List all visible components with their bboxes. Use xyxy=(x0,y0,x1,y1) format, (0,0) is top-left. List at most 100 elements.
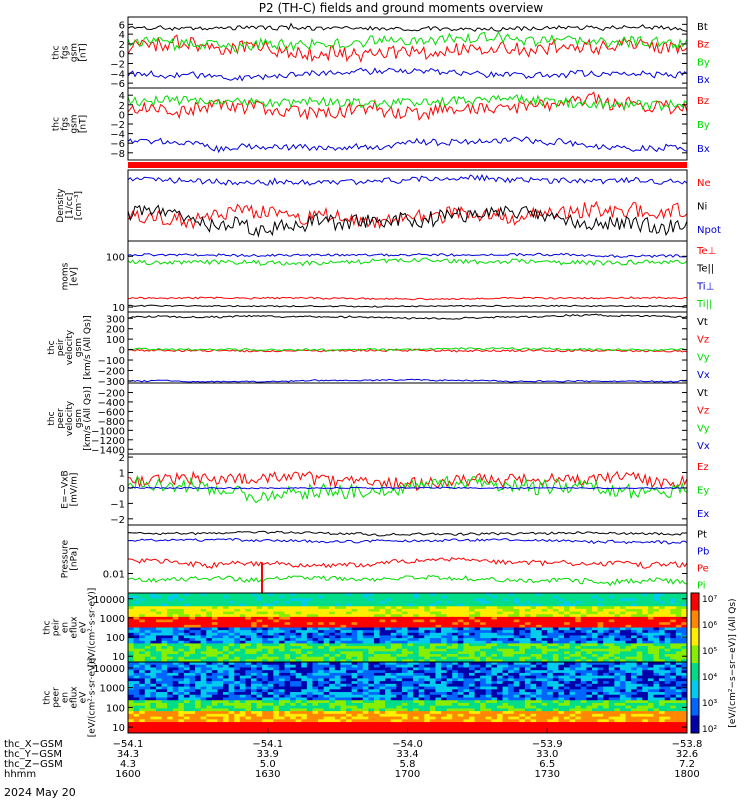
spectrogram-cell xyxy=(625,700,632,704)
spectrogram-cell xyxy=(558,670,565,674)
spectrogram-cell xyxy=(580,630,587,634)
spectrogram-cell xyxy=(195,659,202,663)
spectrogram-cell xyxy=(457,603,464,607)
spectrogram-cell xyxy=(368,711,375,715)
spectrogram-cell xyxy=(424,702,431,707)
spectrogram-cell xyxy=(485,595,492,599)
spectrogram-cell xyxy=(362,694,369,698)
spectrogram-cell xyxy=(200,705,207,709)
spectrogram-cell xyxy=(441,713,448,718)
spectrogram-cell xyxy=(357,638,364,642)
spectrogram-cell xyxy=(552,640,559,644)
y-tick-label: −800 xyxy=(98,417,125,428)
y-tick-label: 10 xyxy=(112,652,125,663)
spectrogram-cell xyxy=(379,711,386,715)
spectrogram-cell xyxy=(681,708,688,712)
spectrogram-cell xyxy=(128,603,134,607)
spectrogram-cell xyxy=(564,603,571,607)
spectrogram-cell xyxy=(457,608,464,612)
spectrogram-cell xyxy=(144,681,151,685)
spectrogram-cell xyxy=(653,694,660,698)
spectrogram-cell xyxy=(256,593,263,597)
spectrogram-cell xyxy=(256,624,263,628)
spectrogram-cell xyxy=(206,692,213,696)
spectrogram-cell xyxy=(653,702,660,707)
spectrogram-cell xyxy=(446,627,453,631)
spectrogram-cell xyxy=(200,711,207,715)
spectrogram-cell xyxy=(580,593,587,597)
spectrogram-cell xyxy=(351,643,358,647)
spectrogram-cell xyxy=(631,646,638,650)
spectrogram-cell xyxy=(670,700,677,704)
legend-entry: Pb xyxy=(697,547,709,558)
panel-frame xyxy=(127,240,688,313)
spectrogram-cell xyxy=(441,681,448,685)
spectrogram-cell xyxy=(217,683,224,687)
spectrogram-cell xyxy=(228,708,235,712)
spectrogram-cell xyxy=(379,622,386,626)
y-tick-label: −2 xyxy=(110,60,125,71)
spectrogram-cell xyxy=(346,630,352,634)
spectrogram-cell xyxy=(368,670,375,674)
spectrogram-cell xyxy=(653,595,660,599)
spectrogram-cell xyxy=(664,664,671,668)
spectrogram-cell xyxy=(496,719,503,723)
spectrogram-cell xyxy=(318,654,325,658)
spectrogram-cell xyxy=(580,686,587,690)
spectrogram-cell xyxy=(480,603,487,607)
spectrogram-cell xyxy=(385,616,392,620)
spectrogram-cell xyxy=(250,632,257,636)
spectrogram-cell xyxy=(631,648,638,652)
spectrogram-cell xyxy=(642,640,649,644)
spectrogram-cell xyxy=(441,619,448,623)
spectrogram-cell xyxy=(552,705,559,709)
spectrogram-cell xyxy=(569,640,576,644)
spectrogram-cell xyxy=(401,683,408,687)
spectrogram-cell xyxy=(290,627,297,631)
spectrogram-cell xyxy=(603,656,610,660)
spectrogram-cell xyxy=(262,659,269,663)
spectrogram-cell xyxy=(234,681,241,685)
spectrogram-cell xyxy=(223,598,230,602)
spectrogram-cell xyxy=(267,622,274,626)
spectrogram-cell xyxy=(625,675,632,679)
spectrogram-cell xyxy=(273,608,280,612)
spectrogram-cell xyxy=(178,697,185,701)
spectrogram-cell xyxy=(424,697,431,701)
spectrogram-cell xyxy=(334,700,341,704)
spectrogram-cell xyxy=(485,672,492,677)
spectrogram-cell xyxy=(340,689,347,693)
spectrogram-cell xyxy=(485,681,492,685)
spectrogram-cell xyxy=(586,672,593,677)
spectrogram-cell xyxy=(144,683,151,687)
spectrogram-cell xyxy=(407,681,414,685)
spectrogram-cell xyxy=(625,683,632,687)
spectrogram-cell xyxy=(250,697,257,701)
spectrogram-cell xyxy=(379,656,386,660)
spectrogram-cell xyxy=(351,683,358,687)
spectrogram-cell xyxy=(301,697,308,701)
spectrogram-cell xyxy=(558,619,565,623)
spectrogram-cell xyxy=(334,632,341,636)
spectrogram-cell xyxy=(569,595,576,599)
spectrogram-cell xyxy=(312,705,319,709)
spectrogram-cell xyxy=(508,686,515,690)
spectrogram-cell xyxy=(379,624,386,628)
spectrogram-cell xyxy=(290,656,297,660)
spectrogram-cell xyxy=(580,675,587,679)
spectrogram-cell xyxy=(536,702,543,707)
spectrogram-cell xyxy=(396,692,403,696)
spectrogram-cell xyxy=(351,686,358,690)
spectrogram-cell xyxy=(301,632,308,636)
spectrogram-cell xyxy=(586,624,593,628)
spectrogram-cell xyxy=(144,630,151,634)
spectrogram-cell xyxy=(128,648,134,652)
spectrogram-cell xyxy=(435,638,442,642)
spectrogram-cell xyxy=(446,719,453,723)
spectrogram-cell xyxy=(513,654,520,658)
spectrogram-cell xyxy=(351,716,358,720)
spectrogram-cell xyxy=(245,694,252,698)
spectrogram-cell xyxy=(357,683,364,687)
spectrogram-cell xyxy=(474,686,481,690)
spectrogram-cell xyxy=(603,638,610,642)
